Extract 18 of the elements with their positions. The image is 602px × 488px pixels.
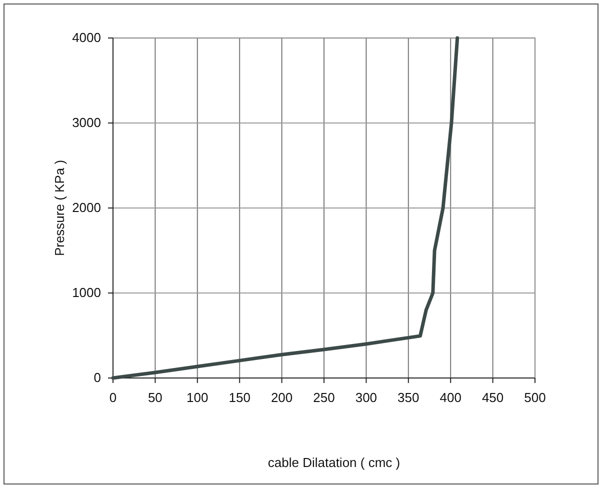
y-tick-label: 3000 bbox=[72, 115, 101, 130]
x-tick-label: 50 bbox=[148, 390, 162, 405]
y-axis-title: Pressure ( KPa ) bbox=[52, 160, 67, 256]
x-tick-label: 400 bbox=[440, 390, 462, 405]
x-axis-title: cable Dilatation ( cmc ) bbox=[268, 455, 400, 470]
y-tick-label: 0 bbox=[94, 370, 101, 385]
x-tick-label: 500 bbox=[524, 390, 546, 405]
y-tick-label: 1000 bbox=[72, 285, 101, 300]
x-tick-label: 450 bbox=[482, 390, 504, 405]
x-tick-label: 250 bbox=[313, 390, 335, 405]
x-tick-label: 0 bbox=[109, 390, 117, 405]
x-tick-label: 350 bbox=[398, 390, 420, 405]
x-tick-label: 100 bbox=[186, 390, 208, 405]
y-tick-label: 4000 bbox=[72, 30, 101, 45]
x-tick-label: 300 bbox=[355, 390, 378, 405]
x-tick-label: 150 bbox=[228, 390, 250, 405]
x-tick-label: 200 bbox=[270, 390, 293, 405]
y-tick-label: 2000 bbox=[72, 200, 101, 215]
